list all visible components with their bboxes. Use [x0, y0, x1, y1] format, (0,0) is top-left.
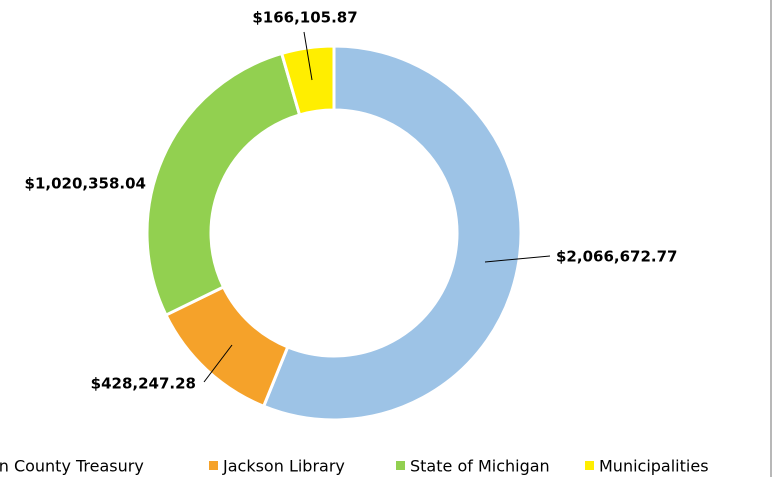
value-label: $1,020,358.04 — [25, 175, 146, 193]
legend-label: State of Michigan — [410, 457, 550, 476]
donut-slice — [279, 44, 336, 117]
leader-line — [203, 344, 233, 383]
donut-slice — [145, 51, 302, 318]
legend-label: Jackson County Treasury — [0, 457, 144, 476]
donut-slice — [261, 44, 523, 422]
leader-line — [303, 31, 313, 81]
value-label: $2,066,672.77 — [556, 248, 677, 266]
value-label: $428,247.28 — [91, 375, 196, 393]
legend-label: Municipalities — [599, 457, 709, 476]
legend-swatch — [585, 461, 594, 470]
value-label: $166,105.87 — [252, 9, 357, 27]
legend-swatch — [396, 461, 405, 470]
leader-line — [484, 255, 551, 263]
legend-swatch — [209, 461, 218, 470]
legend-label: Jackson Library — [222, 457, 345, 476]
